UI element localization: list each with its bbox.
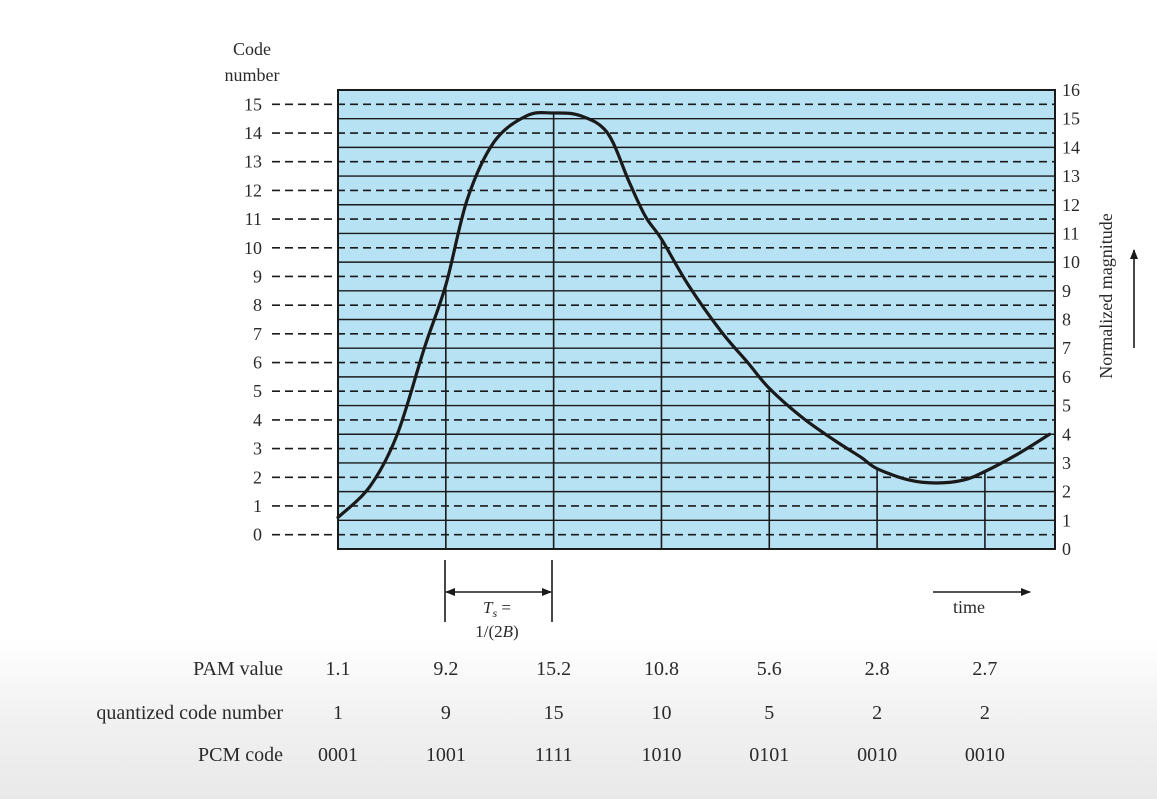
magnitude-label: 2 xyxy=(1062,482,1071,502)
code-number-label: 15 xyxy=(244,94,262,114)
magnitude-label: 15 xyxy=(1062,109,1080,129)
table-cell: 10.8 xyxy=(644,658,679,680)
magnitude-label: 13 xyxy=(1062,166,1080,186)
magnitude-label: 11 xyxy=(1062,223,1079,243)
code-number-label: 0 xyxy=(253,525,262,545)
sample-table: PAM value 1.1 9.2 15.2 10.8 5.6 2.8 2.7 quantize… xyxy=(96,658,1005,766)
magnitude-label: 4 xyxy=(1062,424,1071,444)
code-number-label: 11 xyxy=(245,209,262,229)
table-cell: 0101 xyxy=(749,744,789,766)
code-level-dashed-lines xyxy=(272,103,1055,536)
magnitude-label: 3 xyxy=(1062,453,1071,473)
table-cell: 9.2 xyxy=(433,658,458,680)
table-cell: 1111 xyxy=(535,744,573,766)
table-cell: 0010 xyxy=(857,744,897,766)
sample-lines xyxy=(445,112,986,549)
table-cell: 15 xyxy=(544,702,564,724)
left-axis-title-line1: Code xyxy=(233,39,271,59)
table-cell: 0010 xyxy=(965,744,1005,766)
left-axis-title-line2: number xyxy=(225,65,280,85)
magnitude-label: 5 xyxy=(1062,396,1071,416)
code-number-label: 4 xyxy=(253,410,262,430)
table-cell: 1010 xyxy=(641,744,681,766)
ts-label: Ts = xyxy=(483,598,511,620)
magnitude-label: 0 xyxy=(1062,539,1071,559)
code-number-label: 13 xyxy=(244,152,262,172)
code-number-label: 1 xyxy=(253,496,262,516)
table-row-label: PAM value xyxy=(193,658,283,680)
table-cell: 1.1 xyxy=(326,658,351,680)
magnitude-gridlines xyxy=(338,117,1055,522)
table-row-label: quantized code number xyxy=(96,702,283,724)
magnitude-label: 16 xyxy=(1062,80,1080,100)
code-number-label: 3 xyxy=(253,439,262,459)
code-number-label: 14 xyxy=(244,123,262,143)
code-number-label: 5 xyxy=(253,381,262,401)
magnitude-label: 10 xyxy=(1062,252,1080,272)
code-number-label: 12 xyxy=(244,180,262,200)
table-cell: 1001 xyxy=(426,744,466,766)
right-axis-title: Normalized magnitude xyxy=(1096,213,1116,378)
magnitude-label: 9 xyxy=(1062,281,1071,301)
table-cell: 2.8 xyxy=(865,658,890,680)
code-number-label: 9 xyxy=(253,266,262,286)
ts-formula: 1/(2B) xyxy=(475,622,518,641)
signal-curve xyxy=(336,111,1052,519)
magnitude-label: 12 xyxy=(1062,195,1080,215)
magnitude-label: 8 xyxy=(1062,310,1071,330)
table-cell: 2.7 xyxy=(972,658,997,680)
time-label: time xyxy=(953,597,985,617)
table-cell: 2 xyxy=(872,702,882,724)
table-cell: 5.6 xyxy=(757,658,782,680)
table-row-label: PCM code xyxy=(198,744,283,766)
table-cell: 2 xyxy=(980,702,990,724)
table-cell: 0001 xyxy=(318,744,358,766)
code-number-label: 7 xyxy=(253,324,262,344)
table-cell: 1 xyxy=(333,702,343,724)
table-cell: 5 xyxy=(764,702,774,724)
code-number-label: 6 xyxy=(253,353,262,373)
code-number-label: 10 xyxy=(244,238,262,258)
table-cell: 10 xyxy=(651,702,671,724)
magnitude-label: 6 xyxy=(1062,367,1071,387)
magnitude-label: 14 xyxy=(1062,137,1080,157)
magnitude-label: 1 xyxy=(1062,510,1071,530)
code-number-label: 2 xyxy=(253,467,262,487)
magnitude-label: 7 xyxy=(1062,338,1071,358)
table-cell: 9 xyxy=(441,702,451,724)
code-number-label: 8 xyxy=(253,295,262,315)
table-cell: 15.2 xyxy=(536,658,571,680)
